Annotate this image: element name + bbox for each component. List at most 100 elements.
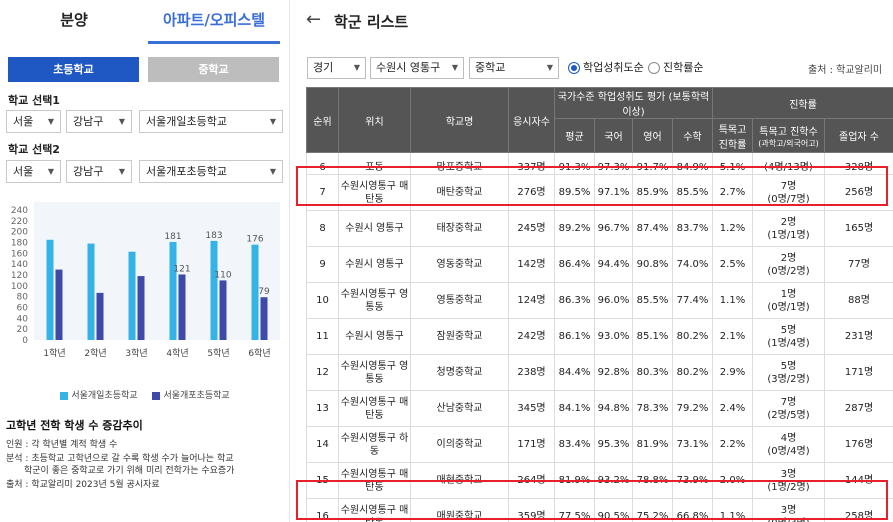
- table-row[interactable]: 7 수원시영통구 매탄동 매탄중학교 276명 89.5% 97.1% 85.9% 85.5%…: [306, 174, 893, 211]
- table-row[interactable]: 6 포동 망포중학교 337명 91.3% 97.3% 91.7% 84.9% …: [306, 152, 893, 175]
- y-tick-label: 80: [17, 293, 29, 303]
- cell-math: 66.8%: [672, 498, 713, 522]
- select1-region-dropdown[interactable]: 서울 ▼: [6, 110, 61, 133]
- table-row[interactable]: 8 수원시 영통구 태장중학교 245명 89.2% 96.7% 87.4% 83.7% 1.2…: [306, 210, 893, 247]
- select1-school-dropdown[interactable]: 서울개일초등학교 ▼: [139, 110, 283, 133]
- city-filter-dropdown[interactable]: 수원시 영통구 ▼: [370, 57, 464, 79]
- cell-special-rate: 2.7%: [712, 174, 753, 211]
- select2-school-value: 서울개포초등학교: [146, 165, 227, 178]
- back-arrow-icon[interactable]: ←: [306, 9, 322, 30]
- cell-avg: 83.4%: [554, 426, 595, 463]
- table-body: 6 포동 망포중학교 337명 91.3% 97.3% 91.7% 84.9% …: [306, 152, 893, 522]
- y-tick-label: 180: [11, 239, 28, 249]
- cell-graduates: 258명: [823, 498, 893, 522]
- y-tick-label: 240: [11, 206, 28, 216]
- cell-rank: 14: [306, 426, 339, 463]
- sort-radio-achievement[interactable]: 학업성취도순: [568, 59, 644, 75]
- cell-location: 수원시영통구 영통동: [338, 282, 411, 319]
- bar-school2: [178, 274, 186, 340]
- cell-math: 73.1%: [672, 426, 713, 463]
- cell-english: 85.9%: [632, 174, 673, 211]
- cell-school: 매탄중학교: [410, 174, 509, 211]
- notes-line: 학군이 좋은 중학교로 가기 위해 미리 전학가는 수요증가: [24, 466, 235, 476]
- select2-district-dropdown[interactable]: 강남구 ▼: [66, 160, 132, 183]
- header-english: 영어: [632, 118, 673, 153]
- cell-korean: 93.0%: [594, 318, 633, 355]
- cell-math: 73.9%: [672, 462, 713, 499]
- chevron-down-icon: ▼: [47, 117, 54, 126]
- sort-radio-advancement[interactable]: 진학률순: [648, 59, 703, 75]
- cell-special-count: 5명 (1명/4명): [752, 318, 825, 355]
- cell-korean: 96.0%: [594, 282, 633, 319]
- legend-label-school2: 서울개포초등학교: [163, 391, 230, 401]
- cell-special-rate: 1.1%: [712, 498, 753, 522]
- cell-special-count-detail: (1명/4명): [767, 337, 810, 349]
- tab-presale[interactable]: 분양: [60, 11, 88, 29]
- table-row[interactable]: 15 수원시영통구 매탄동 매현중학교 264명 81.9% 93.2% 78.8% 73.9…: [306, 462, 893, 499]
- cell-graduates: 88명: [823, 282, 893, 319]
- cell-rank: 11: [306, 318, 339, 355]
- bar-school1: [210, 240, 218, 340]
- sort-radio-achievement-label: 학업성취도순: [583, 61, 644, 74]
- cell-school: 태장중학교: [410, 210, 509, 247]
- select1-district-dropdown[interactable]: 강남구 ▼: [66, 110, 132, 133]
- tab-apartment-officetel[interactable]: 아파트/오피스텔: [148, 0, 280, 44]
- cell-graduates: 231명: [823, 318, 893, 355]
- cell-special-count-total: 3명: [780, 504, 797, 516]
- cell-school: 영동중학교: [410, 246, 509, 283]
- cell-math: 77.4%: [672, 282, 713, 319]
- header-special-count-sub: (과학고/외국어고): [758, 138, 819, 148]
- region-filter-dropdown[interactable]: 경기 ▼: [307, 57, 366, 79]
- cell-special-count: 3명 (1명/2명): [752, 462, 825, 499]
- cell-english: 81.9%: [632, 426, 673, 463]
- cell-applicants: 124명: [508, 282, 555, 319]
- bar-school2: [96, 292, 104, 340]
- table-row[interactable]: 13 수원시영통구 매탄동 산남중학교 345명 84.1% 94.8% 78.3% 79.2…: [306, 390, 893, 427]
- bar-school1: [128, 251, 136, 340]
- radio-unselected-icon: [648, 62, 660, 74]
- select2-school-dropdown[interactable]: 서울개포초등학교 ▼: [139, 160, 283, 183]
- cell-english: 80.3%: [632, 354, 673, 391]
- cell-special-rate: 2.4%: [712, 390, 753, 427]
- chevron-down-icon: ▼: [451, 63, 458, 72]
- notes-line: 인원 : 각 학년별 계적 학생 수: [6, 440, 118, 450]
- table-row[interactable]: 12 수원시영통구 영통동 청명중학교 238명 84.4% 92.8% 80.3% 80.2…: [306, 354, 893, 391]
- legend-swatch-school1: [60, 391, 69, 400]
- cell-english: 75.2%: [632, 498, 673, 522]
- x-tick-label: 2학년: [84, 348, 106, 359]
- cell-korean: 94.4%: [594, 246, 633, 283]
- cell-special-count: 5명 (3명/2명): [752, 354, 825, 391]
- select2-region-dropdown[interactable]: 서울 ▼: [6, 160, 61, 183]
- level-filter-dropdown[interactable]: 중학교 ▼: [469, 57, 559, 79]
- source-text: 출처 : 학교알리미: [808, 65, 883, 76]
- plot-background: [34, 202, 280, 340]
- table-row[interactable]: 10 수원시영통구 영통동 영통중학교 124명 86.3% 96.0% 85.5% 77.4…: [306, 282, 893, 319]
- table-row[interactable]: 9 수원시 영통구 영동중학교 142명 86.4% 94.4% 90.8% 74.0% 2.5…: [306, 246, 893, 283]
- cell-location: 수원시영통구 매탄동: [338, 498, 411, 522]
- cell-english: 78.3%: [632, 390, 673, 427]
- table-row[interactable]: 14 수원시영통구 하동 이의중학교 171명 83.4% 95.3% 81.9% 73.1%…: [306, 426, 893, 463]
- cell-special-count: 1명 (0명/1명): [752, 282, 825, 319]
- table-row[interactable]: 11 수원시 영통구 잠원중학교 242명 86.1% 93.0% 85.1% 80.2% 2.…: [306, 318, 893, 355]
- cell-applicants: 337명: [508, 152, 555, 175]
- cell-graduates: 256명: [823, 174, 893, 211]
- select2-region-value: 서울: [13, 165, 34, 178]
- chevron-down-icon: ▼: [118, 117, 125, 126]
- cell-school: 영통중학교: [410, 282, 509, 319]
- chevron-down-icon: ▼: [118, 167, 125, 176]
- cell-english: 85.1%: [632, 318, 673, 355]
- cell-location: 수원시 영통구: [338, 210, 411, 247]
- cell-school: 매원중학교: [410, 498, 509, 522]
- y-tick-label: 200: [11, 228, 28, 238]
- elementary-school-button[interactable]: 초등학교: [8, 57, 139, 82]
- middle-school-button[interactable]: 중학교: [148, 57, 279, 82]
- y-tick-label: 140: [11, 260, 28, 270]
- radio-selected-icon: [568, 62, 580, 74]
- cell-special-count: 3명(0명/3명): [752, 498, 825, 522]
- grade-student-chart: 0 20 40 60 80 100 120 140 160 180 200 220 240 181 183 1…: [0, 196, 290, 408]
- y-tick-label: 160: [11, 249, 28, 259]
- school-table-container[interactable]: 순위 위치 학교명 응시자수 국가수준 학업성취도 평가 (보통학력이상) 진학…: [306, 87, 893, 522]
- page-title: 학군 리스트: [334, 13, 409, 31]
